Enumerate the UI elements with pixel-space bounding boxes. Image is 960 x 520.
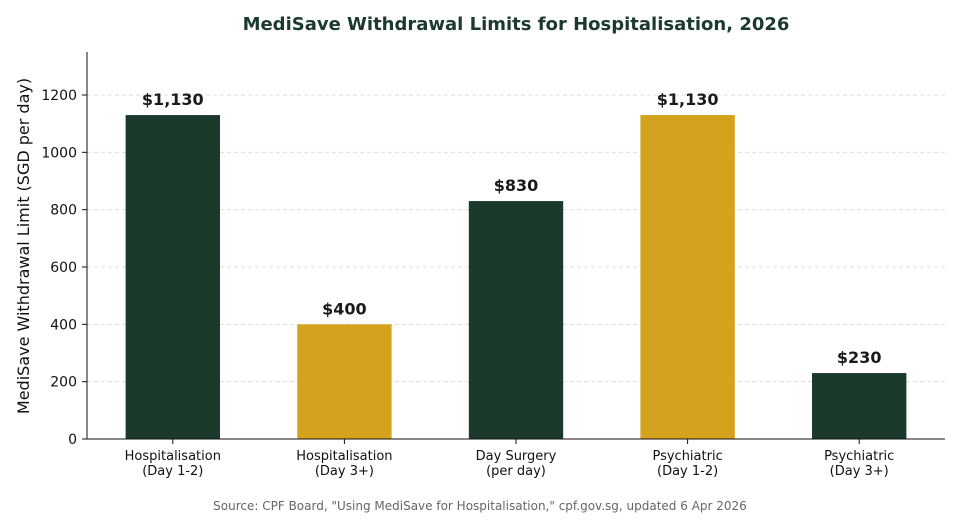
bar-value-label: $1,130 bbox=[142, 90, 204, 109]
bar bbox=[468, 201, 564, 439]
x-tick-label: Hospitalisation bbox=[125, 449, 221, 464]
y-tick-label: 0 bbox=[68, 432, 77, 448]
chart-title: MediSave Withdrawal Limits for Hospitali… bbox=[243, 14, 790, 35]
bar-value-label: $830 bbox=[494, 176, 539, 195]
bar bbox=[297, 324, 392, 439]
x-tick-label: Psychiatric bbox=[824, 449, 894, 464]
bar-value-label: $1,130 bbox=[657, 90, 719, 109]
x-tick-label: (Day 3+) bbox=[315, 464, 374, 479]
bar-value-label: $230 bbox=[837, 348, 882, 367]
y-tick-label: 600 bbox=[50, 260, 77, 276]
y-tick-label: 800 bbox=[50, 203, 77, 219]
source-note: Source: CPF Board, "Using MediSave for H… bbox=[213, 499, 747, 513]
x-axis: Hospitalisation(Day 1-2)Hospitalisation(… bbox=[87, 438, 945, 479]
x-tick-label: Psychiatric bbox=[652, 449, 722, 464]
x-tick-label: Day Surgery bbox=[476, 449, 557, 464]
data-labels: $1,130 $400 $830 $1,130 $230 bbox=[142, 90, 882, 367]
x-tick-label: (Day 3+) bbox=[830, 464, 889, 479]
bar bbox=[812, 373, 907, 439]
x-tick-label: Hospitalisation bbox=[296, 449, 392, 464]
y-axis-label: MediSave Withdrawal Limit (SGD per day) bbox=[14, 78, 33, 414]
y-axis: 0 200 400 600 800 1000 1200 bbox=[41, 52, 88, 448]
bar bbox=[125, 115, 220, 440]
x-tick-label: (Day 1-2) bbox=[142, 464, 203, 479]
y-tick-label: 1000 bbox=[41, 145, 77, 161]
y-tick-label: 200 bbox=[50, 375, 77, 391]
y-tick-label: 1200 bbox=[41, 88, 77, 104]
bar-value-label: $400 bbox=[322, 299, 367, 318]
y-tick-label: 400 bbox=[50, 317, 77, 333]
x-tick-label: (per day) bbox=[486, 464, 546, 479]
bars bbox=[125, 115, 907, 440]
x-tick-label: (Day 1-2) bbox=[657, 464, 718, 479]
bar bbox=[640, 115, 735, 440]
